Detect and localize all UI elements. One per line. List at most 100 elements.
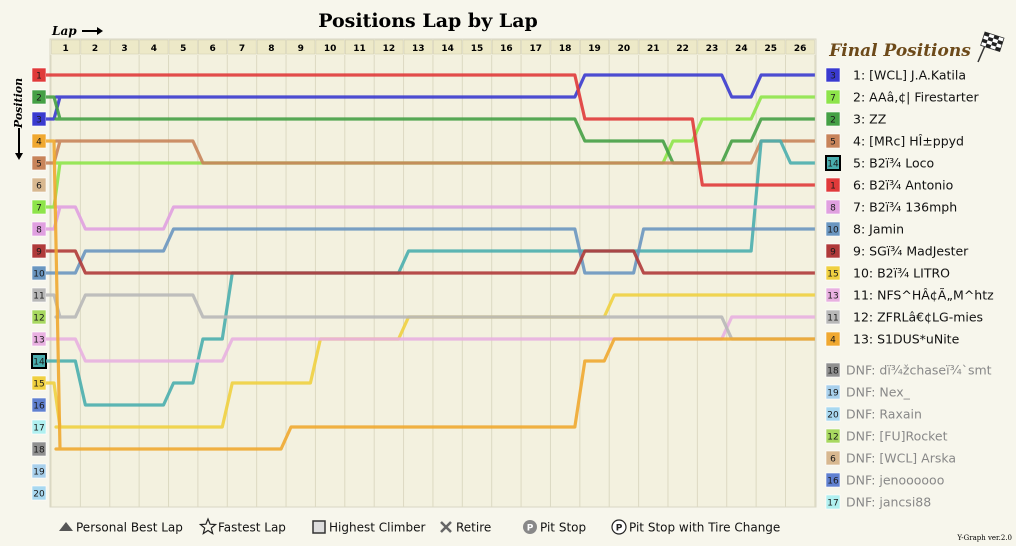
final-start-number: 9 (830, 248, 836, 258)
legend-label: Highest Climber (329, 521, 425, 535)
position-tick-label: 14 (33, 358, 45, 368)
series-line (46, 293, 815, 341)
legend-label: Pit Stop (540, 521, 586, 535)
final-position-label: 7: B2ï¾ 136mph (853, 200, 957, 215)
final-position-label: 5: B2ï¾ Loco (853, 156, 934, 171)
final-start-number: 7 (830, 94, 836, 104)
x-axis-label: Lap (51, 24, 77, 38)
lap-cell (227, 39, 257, 55)
lap-tick-label: 5 (180, 44, 186, 54)
y-axis-arrowhead (15, 153, 23, 160)
start-position-marker (31, 463, 47, 479)
position-tick-label: 19 (33, 468, 45, 478)
start-position-marker (31, 309, 47, 325)
lap-tick-label: 17 (530, 44, 543, 54)
lap-cell (726, 39, 756, 55)
final-start-marker (825, 199, 841, 215)
final-start-marker (825, 287, 841, 303)
lap-tick-label: 21 (647, 44, 660, 54)
final-position-label: 13: S1DUS*uNite (853, 332, 960, 347)
final-start-number: 10 (827, 226, 839, 236)
dnf-start-number: 6 (830, 455, 836, 465)
final-position-label: 1: [WCL] J.A.Katila (853, 68, 966, 83)
lap-cell (315, 39, 345, 55)
final-start-marker (825, 89, 841, 105)
dnf-label: DNF: [FU]Rocket (846, 429, 948, 444)
lap-tick-label: 3 (121, 44, 127, 54)
lap-cell (256, 39, 286, 55)
lap-tick-label: 7 (239, 44, 245, 54)
dnf-label: DNF: jenoooooo (846, 473, 944, 488)
final-position-label: 6: B2ï¾ Antonio (853, 178, 953, 193)
pit-stop-tire-change-icon: P (611, 519, 627, 535)
dnf-start-number: 18 (827, 367, 839, 377)
dnf-start-number: 20 (827, 411, 839, 421)
lap-tick-label: 13 (412, 44, 425, 54)
final-start-number: 1 (830, 182, 836, 192)
final-start-marker (825, 155, 841, 171)
lap-cell (785, 39, 815, 55)
series-line (46, 139, 815, 165)
series-line (46, 227, 815, 275)
final-start-number: 15 (827, 270, 838, 280)
lap-cell (139, 39, 169, 55)
position-tick-label: 18 (33, 446, 45, 456)
lap-tick-label: 8 (268, 44, 274, 54)
lap-tick-label: 9 (298, 44, 304, 54)
final-start-marker (825, 67, 841, 83)
dnf-start-marker (825, 362, 841, 378)
lap-cell (521, 39, 551, 55)
lap-cell (286, 39, 316, 55)
final-position-label: 3: ZZ (853, 112, 886, 127)
final-start-number: 13 (827, 292, 838, 302)
series-line (46, 249, 815, 275)
dnf-start-number: 19 (827, 389, 839, 399)
final-position-label: 8: Jamin (853, 222, 904, 237)
final-start-number: 5 (830, 138, 836, 148)
position-tick-label: 5 (36, 160, 42, 170)
x-axis-arrowhead (97, 27, 103, 35)
chart-title: Positions Lap by Lap (318, 10, 538, 32)
dnf-label: DNF: Nex_ (846, 385, 911, 400)
final-start-number: 2 (830, 116, 836, 126)
lap-tick-label: 12 (383, 44, 396, 54)
series-line (46, 73, 815, 187)
dnf-start-number: 17 (827, 499, 838, 509)
position-tick-label: 11 (33, 292, 44, 302)
final-positions-list: 3 1: [WCL] J.A.Katila 7 2: AAâ‚¢| Firestart… (825, 67, 994, 347)
dnf-start-marker (825, 384, 841, 400)
lap-tick-label: 19 (588, 44, 601, 54)
lap-cell (80, 39, 110, 55)
final-position-label: 4: [MRc] HÎ±ppyd (853, 134, 964, 149)
svg-text:P: P (527, 524, 534, 534)
final-position-label: 11: NFS^HÂ¢Ã„M^htz (853, 288, 994, 303)
position-tick-label: 12 (33, 314, 44, 324)
lap-tick-label: 20 (618, 44, 631, 54)
lap-cell (345, 39, 374, 55)
lap-cell (756, 39, 786, 55)
position-tick-label: 1 (36, 72, 42, 82)
final-positions-title: Final Positions (828, 41, 971, 61)
lap-tick-label: 6 (209, 44, 215, 54)
final-position-label: 9: SGï¾ MadJester (853, 244, 969, 259)
final-position-label: 10: B2ï¾ LITRO (853, 266, 950, 281)
lap-tick-label: 2 (92, 44, 98, 54)
dnf-list: 18 DNF: dï¾žchaseï¾`smt 19 DNF: Nex_ 20 DNF: … (825, 362, 992, 510)
final-start-marker (825, 265, 841, 281)
series-lines (46, 73, 815, 451)
start-position-marker (31, 441, 47, 457)
lap-tick-label: 23 (706, 44, 719, 54)
position-tick-label: 20 (33, 490, 45, 500)
pit-stop-icon: P (523, 520, 537, 534)
lap-tick-label: 15 (471, 44, 484, 54)
dnf-start-marker (825, 494, 841, 510)
dnf-label: DNF: Raxain (846, 407, 922, 422)
lap-cell (403, 39, 433, 55)
final-start-marker (825, 309, 841, 325)
start-position-marker (31, 397, 47, 413)
final-start-marker (825, 133, 841, 149)
y-axis-label: Position (12, 78, 25, 129)
svg-text:P: P (616, 524, 623, 534)
